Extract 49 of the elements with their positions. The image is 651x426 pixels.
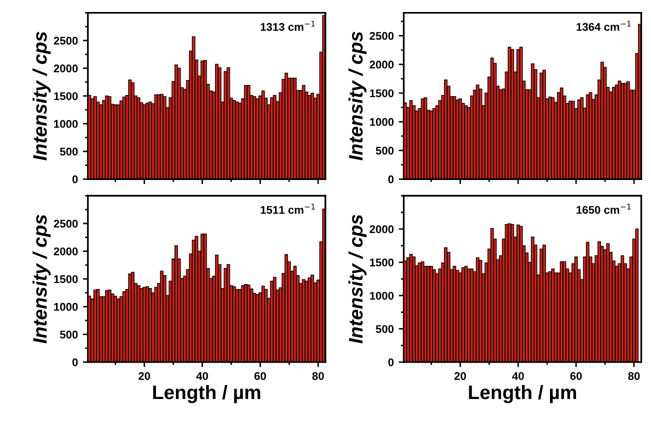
y-tick-label: 2000 bbox=[54, 247, 78, 256]
y-tick-label: 1500 bbox=[370, 258, 394, 266]
y-tick-label: 1500 bbox=[54, 92, 78, 100]
y-tick-label: 0 bbox=[72, 358, 78, 366]
x-tick-label: 20 bbox=[138, 372, 150, 380]
annotation: 1364 cm$^{−1}$ bbox=[576, 20, 631, 31]
y-tick-label: 1000 bbox=[370, 118, 394, 126]
y-tick-label: 0 bbox=[72, 175, 78, 184]
y-tick-label: 500 bbox=[60, 330, 78, 339]
bar bbox=[542, 70, 546, 180]
x-tick-label: 80 bbox=[628, 372, 640, 380]
bar bbox=[226, 67, 230, 180]
bar bbox=[203, 234, 207, 362]
y-tick-label: 2500 bbox=[54, 220, 78, 228]
x-tick-label: 40 bbox=[512, 372, 524, 380]
y-tick-label: 500 bbox=[60, 148, 78, 156]
bar bbox=[635, 228, 639, 362]
y-tick-label: 1500 bbox=[370, 89, 394, 98]
x-tick-label: 40 bbox=[196, 372, 208, 380]
bar bbox=[542, 244, 546, 362]
y-tick-label: 2500 bbox=[54, 36, 78, 45]
y-tick-label: 1000 bbox=[54, 120, 78, 128]
y-tick-label: 1500 bbox=[54, 275, 78, 284]
x-tick-label: 80 bbox=[312, 372, 324, 380]
x-axis-title: Length / µm bbox=[153, 384, 260, 404]
bar bbox=[203, 60, 207, 180]
y-axis-title: Intensity / cps bbox=[348, 32, 367, 160]
y-tick-label: 1000 bbox=[54, 302, 78, 311]
x-tick-label: 60 bbox=[570, 372, 582, 380]
annotation: 1650 cm$^{−1}$ bbox=[576, 204, 631, 214]
y-tick-label: 2000 bbox=[370, 225, 394, 234]
y-tick-label: 2000 bbox=[370, 60, 394, 69]
y-tick-label: 2500 bbox=[370, 32, 394, 40]
bar bbox=[218, 67, 222, 180]
y-axis-title: Intensity / cps bbox=[32, 214, 51, 344]
x-axis-title: Length / µm bbox=[469, 384, 576, 404]
y-tick-label: 0 bbox=[388, 358, 394, 366]
annotation: 1511 cm$^{−1}$ bbox=[260, 204, 315, 214]
y-axis-title: Intensity / cps bbox=[32, 32, 51, 160]
annotation: 1313 cm$^{−1}$ bbox=[260, 20, 315, 31]
bar bbox=[226, 264, 230, 362]
y-tick-label: 0 bbox=[388, 175, 394, 184]
y-tick-label: 1000 bbox=[370, 292, 394, 300]
y-tick-label: 500 bbox=[376, 325, 394, 333]
y-tick-label: 2000 bbox=[54, 64, 78, 72]
x-tick-label: 60 bbox=[254, 372, 266, 380]
x-tick-label: 20 bbox=[454, 372, 466, 380]
y-axis-title: Intensity / cps bbox=[348, 214, 367, 344]
y-tick-label: 500 bbox=[376, 146, 394, 155]
